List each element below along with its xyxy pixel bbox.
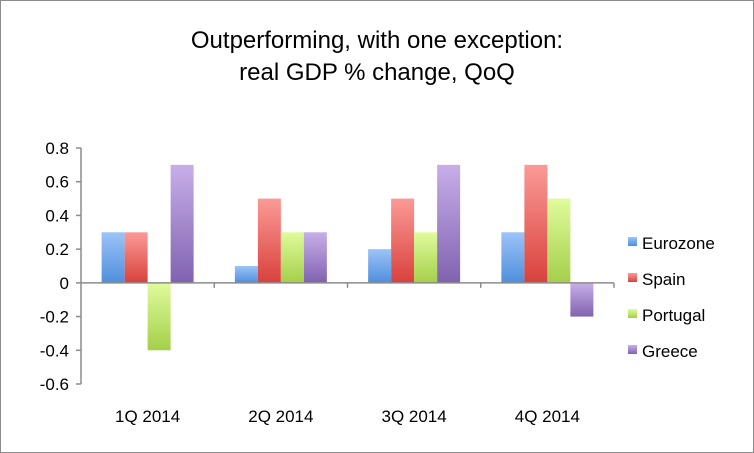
x-tick-label: 2Q 2014 bbox=[248, 407, 313, 426]
legend-label: Spain bbox=[642, 270, 686, 289]
bar-portugal-3 bbox=[547, 198, 571, 283]
legend-label: Portugal bbox=[642, 306, 706, 325]
y-tick-label: -0.2 bbox=[40, 308, 69, 327]
bar-portugal-0 bbox=[147, 282, 171, 351]
bar-portugal-2 bbox=[414, 232, 438, 283]
bar-eurozone-2 bbox=[368, 249, 392, 283]
bar-eurozone-3 bbox=[501, 232, 525, 283]
y-tick-label: 0 bbox=[60, 274, 69, 293]
bar-eurozone-0 bbox=[101, 232, 125, 283]
legend-item-spain: Spain bbox=[628, 262, 715, 298]
legend-swatch bbox=[628, 308, 637, 318]
legend-label: Greece bbox=[642, 342, 698, 361]
legend: Eurozone Spain Portugal Greece bbox=[628, 226, 715, 370]
y-tick-label: 0.2 bbox=[45, 240, 69, 259]
chart-title: Outperforming, with one exception: bbox=[190, 27, 564, 54]
bar-greece-1 bbox=[303, 232, 327, 283]
legend-item-greece: Greece bbox=[628, 334, 715, 370]
bar-spain-3 bbox=[524, 164, 548, 283]
legend-item-eurozone: Eurozone bbox=[628, 226, 715, 262]
legend-swatch bbox=[628, 236, 637, 246]
chart-subtitle: real GDP % change, QoQ bbox=[239, 59, 515, 86]
chart-title-block: Outperforming, with one exception: real … bbox=[0, 25, 754, 89]
legend-swatch bbox=[628, 272, 637, 282]
legend-item-portugal: Portugal bbox=[628, 298, 715, 334]
legend-label: Eurozone bbox=[642, 234, 715, 253]
y-tick-label: 0.8 bbox=[45, 139, 69, 158]
x-tick-label: 3Q 2014 bbox=[382, 407, 447, 426]
y-tick-label: -0.4 bbox=[40, 341, 69, 360]
bar-greece-3 bbox=[570, 282, 594, 317]
bar-greece-2 bbox=[437, 164, 461, 283]
bar-portugal-1 bbox=[280, 232, 304, 283]
bar-spain-0 bbox=[124, 232, 148, 283]
bar-spain-2 bbox=[391, 198, 415, 283]
x-tick-label: 4Q 2014 bbox=[515, 407, 580, 426]
bar-spain-1 bbox=[257, 198, 281, 283]
y-tick-label: -0.6 bbox=[40, 375, 69, 394]
bar-eurozone-1 bbox=[234, 266, 258, 283]
legend-swatch bbox=[628, 344, 637, 354]
x-tick-label: 1Q 2014 bbox=[115, 407, 180, 426]
y-tick-label: 0.4 bbox=[45, 206, 69, 225]
y-tick-label: 0.6 bbox=[45, 173, 69, 192]
bar-greece-0 bbox=[170, 164, 194, 283]
